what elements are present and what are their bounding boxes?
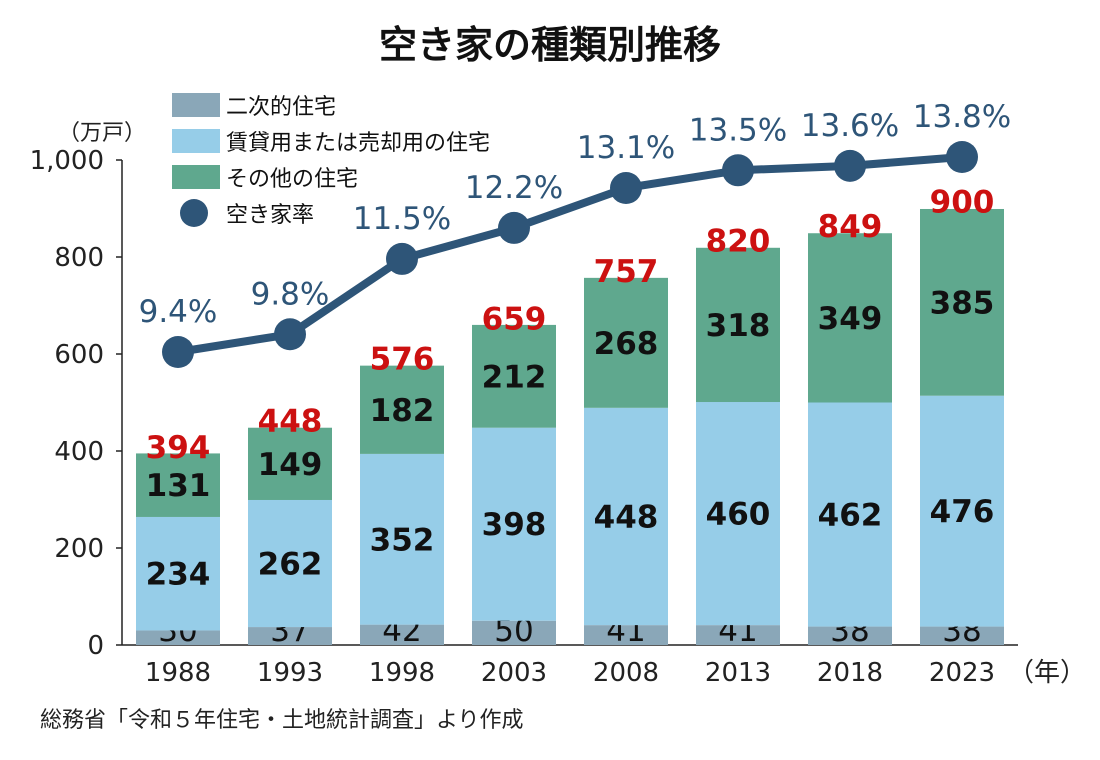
- total-value-label: 659: [482, 301, 547, 337]
- chart-title: 空き家の種類別推移: [379, 23, 721, 67]
- bars: 3023413139437262149448423521825765039821…: [136, 185, 1004, 649]
- y-tick-label: 800: [54, 243, 104, 273]
- total-value-label: 820: [706, 223, 771, 259]
- legend-marker: [180, 199, 208, 227]
- segment-value-label: 268: [594, 326, 659, 362]
- segment-value-label: 476: [930, 494, 995, 530]
- bar-segment: [920, 395, 1004, 627]
- bar-segment: [472, 324, 556, 428]
- total-value-label: 900: [930, 185, 995, 221]
- x-tick-label: 2018: [817, 658, 883, 688]
- bar-segment: [360, 453, 444, 625]
- rate-value-label: 13.6%: [801, 108, 899, 144]
- segment-value-label: 262: [258, 547, 323, 583]
- y-tick-label: 200: [54, 534, 104, 564]
- rate-value-label: 13.1%: [577, 130, 675, 166]
- bar-segment: [248, 627, 332, 645]
- bar-segment: [696, 247, 780, 403]
- bar-segment: [360, 365, 444, 454]
- segment-value-label: 448: [594, 499, 659, 535]
- total-value-label: 394: [146, 430, 211, 466]
- x-tick-label: 2008: [593, 658, 659, 688]
- bar-segment: [248, 427, 332, 500]
- rate-value-label: 9.4%: [139, 294, 218, 330]
- segment-value-label: 182: [370, 393, 435, 429]
- rate-value-label: 11.5%: [353, 201, 451, 237]
- rate-line-path: [177, 153, 963, 356]
- x-tick-label: 2003: [481, 658, 547, 688]
- y-tick-label: 400: [54, 437, 104, 467]
- legend-label: その他の住宅: [226, 167, 358, 192]
- bar-segment: [360, 624, 444, 645]
- y-tick-label: 600: [54, 340, 104, 370]
- rate-value-label: 12.2%: [465, 170, 563, 206]
- segment-value-label: 462: [818, 498, 883, 534]
- rate-value-label: 13.5%: [689, 112, 787, 148]
- legend-label: 空き家率: [226, 203, 314, 228]
- bar-segment: [472, 427, 556, 621]
- total-value-label: 757: [594, 254, 659, 290]
- x-tick-label: 1993: [257, 658, 323, 688]
- rate-point: [274, 318, 306, 351]
- rate-point: [498, 211, 530, 244]
- y-tick-label: 1,000: [30, 146, 104, 176]
- bar-segment: [584, 625, 668, 645]
- rate-point: [834, 149, 866, 182]
- rate-point: [610, 172, 642, 205]
- bar-segment: [808, 402, 892, 627]
- segment-value-label: 349: [818, 301, 883, 337]
- bar-segment: [920, 208, 1004, 396]
- axes: 0 200 400 600 800 1,000 1988 1993 1998 2003 2008 20…: [30, 146, 1086, 688]
- legend-label: 賃貸用または売却用の住宅: [226, 131, 490, 156]
- bar-segment: [472, 620, 556, 645]
- total-value-label: 576: [370, 342, 435, 378]
- segment-value-label: 352: [370, 522, 435, 558]
- x-tick-label: 1998: [369, 658, 435, 688]
- total-value-label: 448: [258, 404, 323, 440]
- source-note: 総務省「令和５年住宅・土地統計調査」より作成: [40, 708, 524, 733]
- legend-label: 二次的住宅: [226, 95, 336, 120]
- legend-swatch: [172, 165, 220, 189]
- rate-line: 9.4% 9.8% 11.5% 12.2% 13.1% 13.5% 13.6% 13.8%: [139, 99, 1011, 368]
- y-tick-label: 0: [87, 631, 104, 661]
- bar-segment: [136, 516, 220, 631]
- rate-value-label: 9.8%: [251, 276, 330, 312]
- segment-value-label: 460: [706, 497, 771, 533]
- rate-value-label: 13.8%: [913, 99, 1011, 135]
- legend-swatch: [172, 93, 220, 117]
- rate-point: [946, 141, 978, 173]
- segment-value-label: 149: [258, 447, 323, 483]
- legend-swatch: [172, 129, 220, 153]
- x-axis-unit: （年）: [1008, 658, 1086, 688]
- bar-segment: [808, 626, 892, 645]
- bar-segment: [584, 277, 668, 408]
- bar-segment: [808, 233, 892, 403]
- x-tick-label: 1988: [145, 658, 211, 688]
- bar-segment: [584, 407, 668, 626]
- segment-value-label: 398: [482, 507, 547, 543]
- segment-value-label: 212: [482, 359, 547, 395]
- bar-segment: [696, 625, 780, 645]
- segment-value-label: 318: [706, 308, 771, 344]
- rate-point: [722, 154, 754, 187]
- x-tick-label: 2013: [705, 658, 771, 688]
- x-tick-label: 2023: [929, 658, 995, 688]
- segment-value-label: 131: [146, 468, 211, 504]
- segment-value-label: 234: [146, 557, 211, 593]
- bar-segment: [136, 453, 220, 517]
- rate-point: [162, 336, 194, 368]
- bar-segment: [920, 626, 1004, 645]
- total-value-label: 849: [818, 209, 883, 245]
- bar-segment: [248, 499, 332, 628]
- rate-point: [386, 242, 418, 275]
- bar-segment: [696, 402, 780, 626]
- bar-segment: [136, 630, 220, 645]
- segment-value-label: 385: [930, 285, 995, 321]
- y-axis-unit: （万戸）: [58, 121, 146, 146]
